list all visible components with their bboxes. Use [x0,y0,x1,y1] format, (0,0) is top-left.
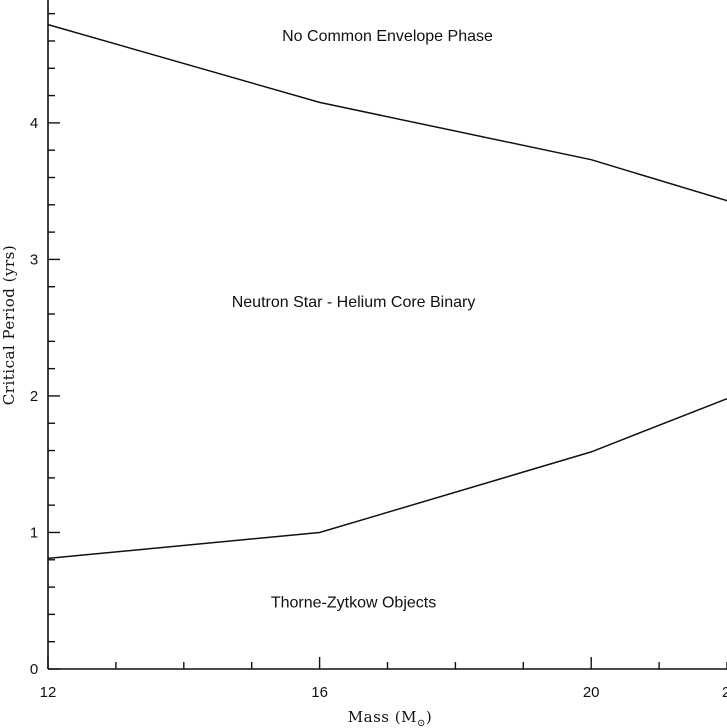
y-tick-label: 1 [30,524,38,541]
y-tick-label: 2 [30,388,38,405]
series-lines [47,23,727,560]
axes [47,0,727,670]
ticks [47,12,727,670]
region-label: Neutron Star - Helium Core Binary [232,294,476,311]
region-label: No Common Envelope Phase [282,28,493,45]
y-tick-label: 4 [30,115,38,132]
y-tick-label: 3 [30,251,38,268]
x-tick-label: 12 [40,684,57,701]
region-label: Thorne-Zytkow Objects [271,595,436,612]
y-axis-label: Critical Period (yrs) [0,245,18,405]
x-tick-label: 20 [583,684,600,701]
x-axis-label: Mass (M⊙) [348,708,432,728]
y-tick-label: 0 [30,661,38,678]
upper-boundary-line [47,23,727,202]
x-tick-label: 16 [311,684,328,701]
x-tick-label-clipped: 2 [722,684,727,701]
lower-boundary-line [47,398,727,560]
